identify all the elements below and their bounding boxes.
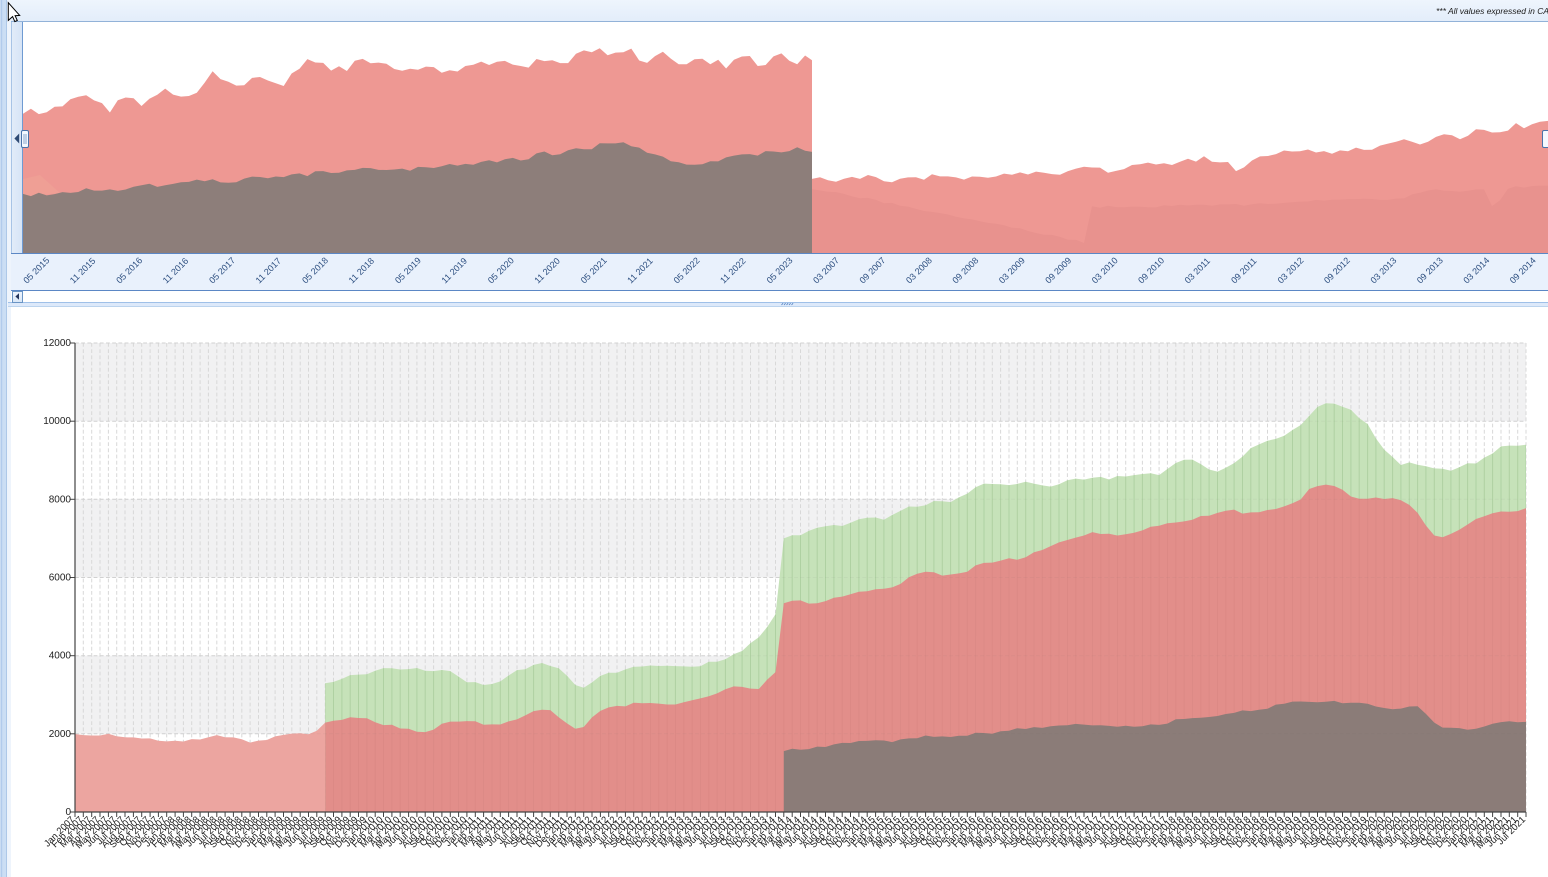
svg-text:11 2019: 11 2019 — [439, 256, 469, 286]
svg-text:03 2014: 03 2014 — [1461, 255, 1491, 285]
svg-text:05 2023: 05 2023 — [765, 255, 795, 285]
svg-text:03 2012: 03 2012 — [1276, 255, 1306, 285]
svg-text:03 2009: 03 2009 — [997, 255, 1027, 285]
svg-text:6000: 6000 — [49, 573, 72, 584]
svg-text:09 2014: 09 2014 — [1508, 255, 1538, 285]
svg-text:8000: 8000 — [49, 494, 72, 505]
svg-text:03 2008: 03 2008 — [904, 255, 934, 285]
svg-text:05 2020: 05 2020 — [486, 255, 516, 285]
svg-text:11 2018: 11 2018 — [347, 256, 377, 286]
svg-text:03 2013: 03 2013 — [1368, 255, 1398, 285]
svg-text:09 2007: 09 2007 — [857, 255, 887, 285]
svg-text:03 2010: 03 2010 — [1090, 255, 1120, 285]
svg-text:10000: 10000 — [43, 416, 71, 427]
svg-text:09 2010: 09 2010 — [1136, 255, 1166, 285]
svg-text:05 2022: 05 2022 — [672, 255, 702, 285]
svg-text:09 2013: 09 2013 — [1415, 255, 1445, 285]
svg-text:0: 0 — [65, 807, 71, 818]
svg-text:4000: 4000 — [49, 651, 72, 662]
svg-text:11 2020: 11 2020 — [532, 256, 562, 286]
svg-text:09 2009: 09 2009 — [1043, 255, 1073, 285]
svg-text:03 2011: 03 2011 — [1183, 256, 1213, 286]
svg-text:12000: 12000 — [43, 338, 71, 349]
svg-text:03 2007: 03 2007 — [811, 255, 841, 285]
svg-text:09 2011: 09 2011 — [1229, 256, 1259, 286]
svg-text:05 2018: 05 2018 — [300, 255, 330, 285]
svg-text:11 2017: 11 2017 — [254, 256, 284, 286]
svg-text:11 2022: 11 2022 — [718, 256, 748, 286]
svg-text:05 2017: 05 2017 — [207, 255, 237, 285]
svg-text:05 2016: 05 2016 — [114, 255, 144, 285]
svg-text:2000: 2000 — [49, 729, 72, 740]
svg-text:11 2016: 11 2016 — [161, 256, 191, 286]
svg-text:11 2021: 11 2021 — [625, 256, 655, 286]
svg-text:05 2021: 05 2021 — [579, 255, 609, 285]
svg-text:09 2012: 09 2012 — [1322, 255, 1352, 285]
svg-text:11 2015: 11 2015 — [68, 256, 98, 286]
svg-text:05 2019: 05 2019 — [393, 255, 423, 285]
svg-text:05 2015: 05 2015 — [21, 255, 51, 285]
svg-text:09 2008: 09 2008 — [950, 255, 980, 285]
